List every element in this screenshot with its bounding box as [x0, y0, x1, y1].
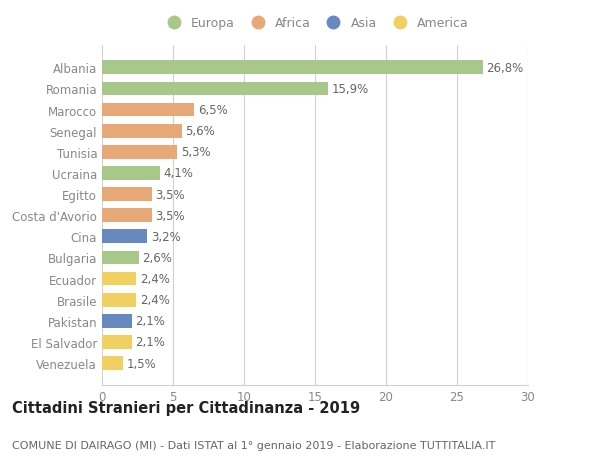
Legend: Europa, Africa, Asia, America: Europa, Africa, Asia, America [158, 15, 472, 33]
Bar [102, 167, 160, 180]
Text: 6,5%: 6,5% [198, 104, 227, 117]
Text: COMUNE DI DAIRAGO (MI) - Dati ISTAT al 1° gennaio 2019 - Elaborazione TUTTITALIA: COMUNE DI DAIRAGO (MI) - Dati ISTAT al 1… [12, 440, 496, 450]
Bar [102, 272, 136, 286]
Bar [102, 336, 132, 349]
Text: 3,2%: 3,2% [151, 230, 181, 243]
Text: 5,6%: 5,6% [185, 125, 215, 138]
Text: 3,5%: 3,5% [155, 209, 185, 222]
Text: 2,1%: 2,1% [136, 336, 165, 349]
Bar [102, 251, 139, 265]
Bar [102, 146, 177, 159]
Bar [102, 209, 152, 223]
Text: 2,1%: 2,1% [136, 314, 165, 328]
Bar [102, 124, 182, 138]
Text: 26,8%: 26,8% [486, 62, 523, 75]
Text: Cittadini Stranieri per Cittadinanza - 2019: Cittadini Stranieri per Cittadinanza - 2… [12, 400, 360, 415]
Text: 1,5%: 1,5% [127, 357, 157, 370]
Text: 15,9%: 15,9% [331, 83, 368, 96]
Bar [102, 314, 132, 328]
Text: 2,6%: 2,6% [142, 252, 172, 264]
Bar [102, 230, 148, 244]
Text: 5,3%: 5,3% [181, 146, 211, 159]
Bar [102, 103, 194, 117]
Text: 4,1%: 4,1% [164, 167, 194, 180]
Bar [102, 293, 136, 307]
Text: 2,4%: 2,4% [140, 294, 170, 307]
Text: 3,5%: 3,5% [155, 188, 185, 201]
Bar [102, 83, 328, 96]
Bar [102, 62, 482, 75]
Text: 2,4%: 2,4% [140, 273, 170, 285]
Bar [102, 188, 152, 202]
Bar [102, 357, 124, 370]
